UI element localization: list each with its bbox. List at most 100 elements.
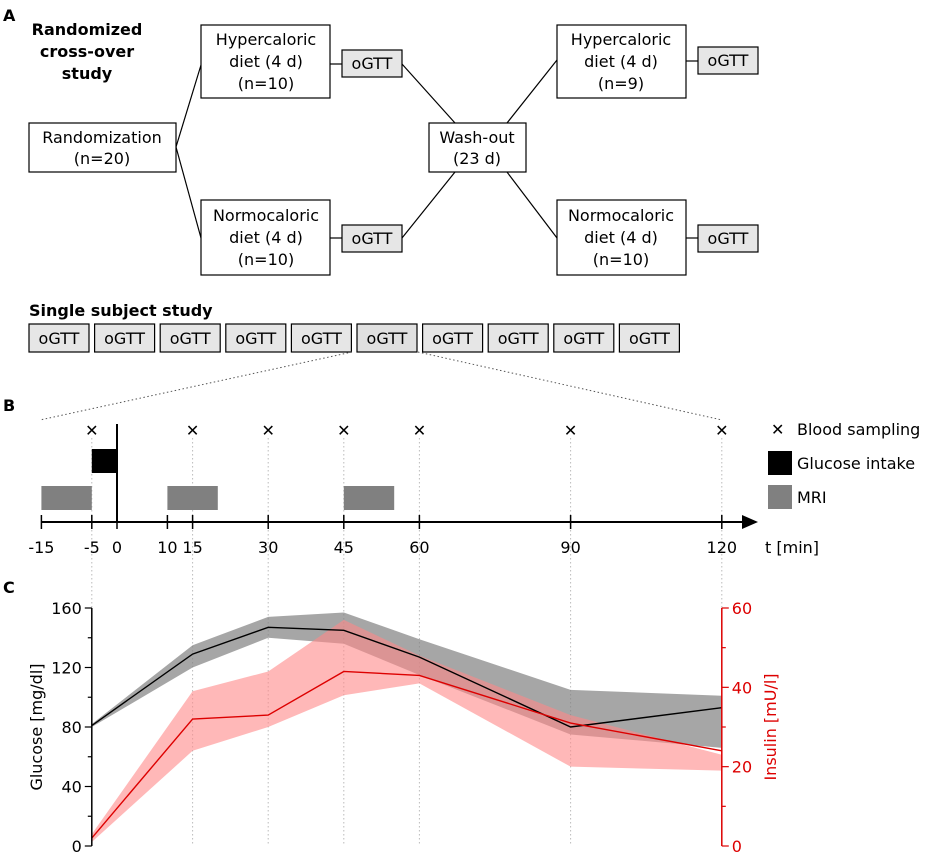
arm1-hyper-ogtt-box: oGTT <box>341 49 403 78</box>
washout-duration: (23 d) <box>453 149 501 168</box>
y-right-axis-label: Insulin [mU/l] <box>761 673 780 780</box>
zoom-lines <box>39 351 723 421</box>
single-study-title: Single subject study <box>29 301 213 320</box>
arm2-hyper-line2: diet (4 d) <box>584 52 658 71</box>
blood-sampling-marker: ✕ <box>413 421 426 440</box>
crossover-title-line3: study <box>62 64 113 83</box>
blood-sampling-icon: ✕ <box>771 420 784 439</box>
glucose-intake-bar <box>91 449 117 473</box>
y-right-tick-label: 20 <box>732 758 752 777</box>
panel-label-a: A <box>3 6 16 25</box>
mri-window <box>167 486 218 510</box>
randomization-n: (n=20) <box>74 149 130 168</box>
arm2-hypercaloric-box: Hypercaloric diet (4 d) (n=9) <box>556 24 687 99</box>
time-tick-label: 120 <box>707 538 738 557</box>
arm2-hyper-line3: (n=9) <box>598 74 644 93</box>
axis-arrow-icon <box>742 515 758 529</box>
glucose-mean-line <box>91 626 722 728</box>
arm1-hyper-line2: diet (4 d) <box>229 52 303 71</box>
y-right-tick-label: 60 <box>732 599 752 618</box>
arm1-hyper-line1: Hypercaloric <box>216 30 316 49</box>
arm1-normo-ogtt-box: oGTT <box>341 224 403 253</box>
single-ogtt-label: oGTT <box>170 329 211 348</box>
single-ogtt-box <box>618 323 681 353</box>
arm1-normo-line2: diet (4 d) <box>229 228 303 247</box>
crossover-title-line1: Randomized <box>32 20 143 39</box>
ogtt-label: oGTT <box>708 51 749 70</box>
panel-label-b: B <box>3 396 15 415</box>
single-ogtt-box <box>422 323 484 353</box>
arm1-hyper-line3: (n=10) <box>238 74 294 93</box>
arm2-normo-line3: (n=10) <box>593 250 649 269</box>
arm2-hyper-ogtt-box: oGTT <box>697 46 759 75</box>
legend-blood-sampling: Blood sampling <box>797 420 920 439</box>
flow-connectors <box>175 59 698 239</box>
y-left-tick-label: 120 <box>51 659 82 678</box>
y-left-tick-label: 40 <box>61 778 81 797</box>
arm1-normo-line3: (n=10) <box>238 250 294 269</box>
blood-sampling-marker: ✕ <box>261 421 274 440</box>
ogtt-label: oGTT <box>352 229 393 248</box>
time-tick-label: 90 <box>560 538 580 557</box>
washout-label: Wash-out <box>439 128 514 147</box>
time-tick-label: 30 <box>258 538 278 557</box>
single-ogtt-box <box>553 323 615 353</box>
mri-swatch-icon <box>768 485 792 509</box>
y-right-tick-label: 0 <box>732 837 742 856</box>
ogtt-label: oGTT <box>708 229 749 248</box>
arm2-normo-ogtt-box: oGTT <box>697 224 759 253</box>
randomization-label: Randomization <box>42 128 162 147</box>
time-tick-label: 60 <box>409 538 429 557</box>
time-tick-label: 0 <box>112 538 122 557</box>
washout-box: Wash-out (23 d) <box>428 122 527 173</box>
crossover-title-line2: cross-over <box>40 42 134 61</box>
single-ogtt-label: oGTT <box>301 329 342 348</box>
single-ogtt-box <box>290 323 352 353</box>
time-tick-label: -5 <box>84 538 100 557</box>
timeline: ✕ ✕ ✕ ✕ ✕ ✕ ✕ -15 -5 0 10 15 30 45 60 90 120 <box>28 421 758 845</box>
y-right-tick-label: 40 <box>732 678 752 697</box>
single-ogtt-label: oGTT <box>235 329 276 348</box>
glucose-intake-swatch-icon <box>768 451 792 475</box>
insulin-band <box>91 619 722 843</box>
arm1-normo-line1: Normocaloric <box>213 206 319 225</box>
time-tick-label: 15 <box>182 538 202 557</box>
single-ogtt-box <box>93 323 156 353</box>
glucose-insulin-chart: 0 40 80 120 160 0 20 40 60 <box>51 599 752 856</box>
legend-glucose-intake: Glucose intake <box>797 454 915 473</box>
legend-mri: MRI <box>797 488 827 507</box>
arm1-normocaloric-box: Normocaloric diet (4 d) (n=10) <box>200 199 331 276</box>
ogtt-label: oGTT <box>352 54 393 73</box>
single-ogtt-label: oGTT <box>629 329 670 348</box>
blood-sampling-marker: ✕ <box>186 421 199 440</box>
arm2-hyper-line1: Hypercaloric <box>571 30 671 49</box>
time-tick-label: 10 <box>157 538 177 557</box>
time-tick-label: -15 <box>28 538 54 557</box>
blood-sampling-marker: ✕ <box>85 421 98 440</box>
mri-window <box>343 486 395 510</box>
y-left-axis-label: Glucose [mg/dl] <box>27 663 46 790</box>
insulin-mean-line <box>91 670 722 839</box>
panel-label-c: C <box>3 578 15 597</box>
randomization-box: Randomization (n=20) <box>28 122 177 173</box>
single-ogtt-label: oGTT <box>104 329 145 348</box>
time-tick-label: 45 <box>334 538 354 557</box>
single-ogtt-box <box>356 323 418 353</box>
single-ogtt-label: oGTT <box>498 329 539 348</box>
single-study-ogtt-row: oGTT oGTT oGTT oGTT oGTT oGTT oGTT oGTT oGTT oGTT <box>28 323 681 353</box>
blood-sampling-marker: ✕ <box>564 421 577 440</box>
y-left-tick-label: 0 <box>72 837 82 856</box>
arm2-normo-line1: Normocaloric <box>568 206 674 225</box>
single-ogtt-label: oGTT <box>432 329 473 348</box>
mri-window <box>41 486 92 510</box>
single-ogtt-label: oGTT <box>367 329 408 348</box>
arm2-normo-line2: diet (4 d) <box>584 228 658 247</box>
arm1-hypercaloric-box: Hypercaloric diet (4 d) (n=10) <box>200 24 331 99</box>
single-ogtt-box <box>225 323 287 353</box>
single-ogtt-box <box>28 323 90 353</box>
time-axis-label: t [min] <box>765 538 819 557</box>
single-ogtt-label: oGTT <box>563 329 604 348</box>
single-ogtt-label: oGTT <box>39 329 80 348</box>
timeline-legend: ✕ Blood sampling Glucose intake MRI <box>768 420 920 509</box>
